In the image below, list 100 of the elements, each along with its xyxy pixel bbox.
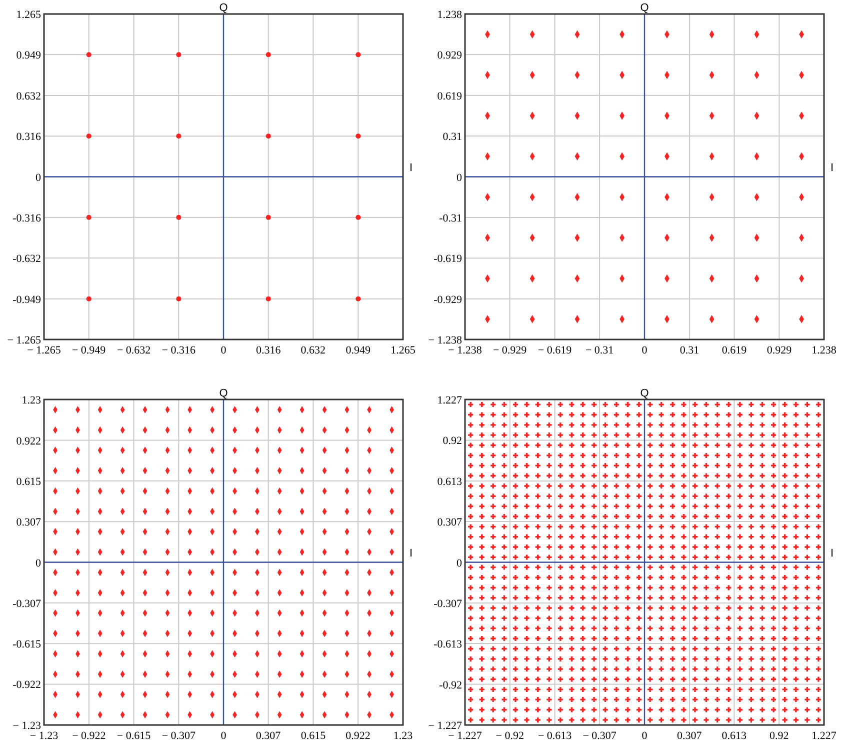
point: [670, 483, 676, 488]
point: [648, 585, 653, 590]
point: [502, 544, 507, 550]
point: [602, 717, 608, 722]
point: [670, 707, 676, 712]
point: [782, 483, 788, 488]
point: [602, 554, 608, 560]
point: [479, 717, 484, 722]
x-tick-label: 0.307: [677, 730, 702, 742]
point: [176, 52, 182, 58]
point: [726, 473, 732, 478]
point: [569, 686, 574, 692]
point: [714, 402, 720, 408]
point: [580, 606, 586, 611]
point: [614, 412, 619, 418]
point: [512, 666, 518, 672]
point: [748, 717, 754, 722]
point: [580, 666, 586, 672]
y-tick-label: 0: [36, 172, 42, 184]
point: [804, 656, 810, 662]
point: [614, 494, 619, 499]
point: [479, 676, 484, 682]
point: [804, 606, 810, 611]
point: [580, 514, 586, 519]
point: [670, 686, 676, 692]
point: [648, 554, 653, 560]
point: [648, 707, 653, 712]
point: [782, 666, 788, 672]
point: [658, 666, 664, 672]
point: [592, 666, 597, 672]
point: [737, 717, 742, 722]
point: [748, 504, 754, 509]
x-tick-label: − 0.619: [538, 344, 572, 356]
point: [535, 452, 540, 458]
point: [580, 524, 586, 530]
point: [625, 676, 630, 682]
point: [692, 636, 698, 642]
point: [771, 432, 776, 438]
point: [569, 564, 574, 570]
point: [625, 402, 630, 408]
point: [546, 463, 552, 468]
point: [468, 534, 474, 540]
point: [502, 636, 507, 642]
point: [580, 646, 586, 652]
point: [804, 595, 810, 600]
point: [490, 422, 496, 428]
point: [580, 544, 586, 550]
point: [760, 676, 765, 682]
point: [266, 214, 271, 220]
point: [748, 412, 754, 418]
point: [502, 595, 507, 600]
point: [535, 595, 540, 600]
point: [692, 452, 698, 458]
point: [771, 483, 776, 488]
point: [760, 412, 765, 418]
point: [468, 494, 474, 499]
point: [636, 585, 642, 590]
point: [636, 514, 642, 519]
point: [558, 494, 563, 499]
point: [658, 616, 664, 621]
point: [558, 707, 563, 712]
point: [502, 452, 507, 458]
point: [771, 504, 776, 509]
point: [479, 697, 484, 702]
point: [681, 442, 686, 448]
point: [782, 686, 788, 692]
point: [704, 514, 709, 519]
point: [714, 544, 720, 550]
point: [569, 422, 574, 428]
point: [468, 646, 474, 652]
point: [524, 666, 530, 672]
point: [468, 524, 474, 530]
point: [524, 544, 530, 550]
point: [602, 626, 608, 631]
point: [546, 422, 552, 428]
point: [648, 422, 653, 428]
point: [658, 656, 664, 662]
point: [771, 616, 776, 621]
x-tick-label: 1.23: [393, 730, 414, 742]
point: [546, 585, 552, 590]
point: [479, 504, 484, 509]
point: [490, 686, 496, 692]
x-tick-label: − 0.613: [538, 730, 572, 742]
point: [592, 686, 597, 692]
point: [816, 473, 821, 478]
point: [524, 646, 530, 652]
point: [782, 676, 788, 682]
point: [737, 595, 742, 600]
x-axis-title: I: [830, 547, 834, 560]
point: [748, 676, 754, 682]
point: [592, 452, 597, 458]
point: [771, 574, 776, 580]
point: [704, 686, 709, 692]
point: [580, 595, 586, 600]
point: [580, 697, 586, 702]
point: [524, 697, 530, 702]
point: [658, 697, 664, 702]
point: [512, 707, 518, 712]
y-tick-label: -0.307: [12, 598, 42, 610]
point: [670, 534, 676, 540]
